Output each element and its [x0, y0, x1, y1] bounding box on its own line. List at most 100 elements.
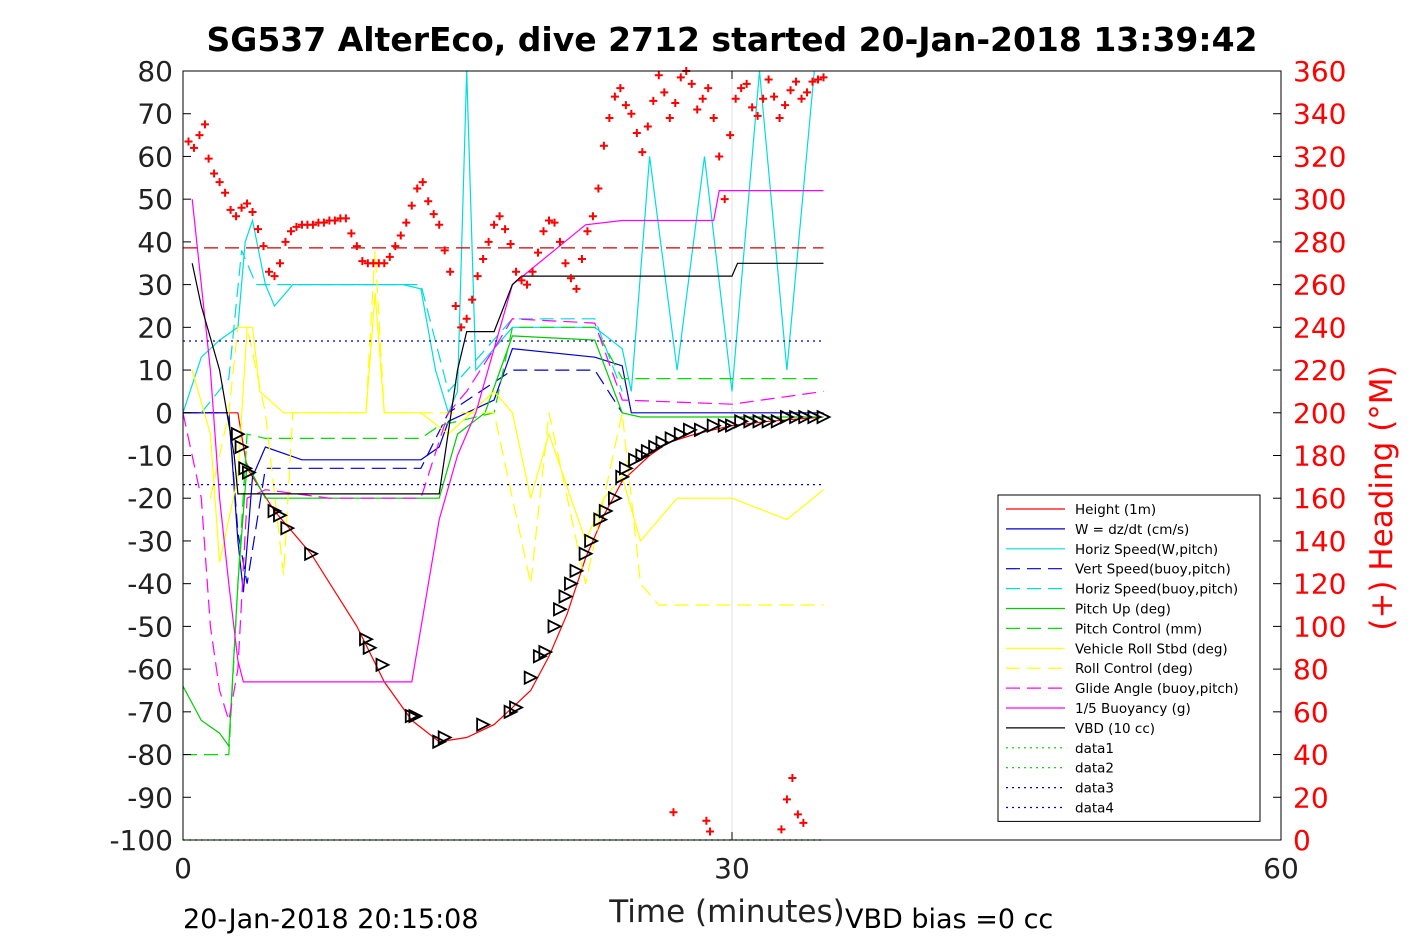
heading-marker — [451, 301, 460, 310]
heading-marker — [435, 220, 444, 229]
right-tick-label: 240 — [1293, 311, 1346, 344]
right-tick-label: 0 — [1293, 824, 1311, 857]
heading-marker — [720, 195, 729, 204]
heading-marker — [200, 120, 209, 129]
triangle-marker — [404, 708, 420, 724]
legend-label: data2 — [1075, 761, 1114, 777]
heading-marker — [385, 252, 394, 261]
triangle-marker — [437, 730, 453, 745]
heading-marker — [402, 218, 411, 227]
left-tick-label: 50 — [137, 183, 173, 216]
triangle-marker — [584, 533, 600, 549]
triangle-marker — [231, 426, 246, 442]
heading-marker — [391, 242, 400, 251]
triangle-marker — [648, 439, 664, 455]
right-tick-label: 340 — [1293, 98, 1346, 131]
triangle-marker — [578, 546, 594, 562]
triangle-marker — [693, 422, 709, 438]
heading-marker — [649, 96, 658, 105]
triangle-marker — [509, 700, 525, 716]
right-tick-label: 320 — [1293, 140, 1346, 173]
heading-marker — [819, 73, 828, 82]
triangle-marker — [807, 409, 823, 425]
heading-marker — [759, 94, 768, 103]
right-tick-label: 180 — [1293, 440, 1346, 473]
heading-marker — [396, 231, 405, 240]
heading-marker — [709, 113, 718, 122]
legend-label: W = dz/dt (cm/s) — [1075, 522, 1189, 538]
right-y-axis-label: (+) Heading (°M) — [1364, 365, 1400, 630]
heading-marker — [243, 199, 252, 208]
heading-marker — [534, 248, 543, 257]
left-tick-label: -70 — [127, 696, 173, 729]
triangle-marker — [304, 546, 320, 562]
heading-marker — [742, 79, 751, 88]
left-tick-label: -60 — [127, 653, 173, 686]
heading-marker — [473, 272, 482, 281]
heading-marker — [793, 810, 802, 819]
heading-marker — [616, 84, 625, 93]
heading-marker — [781, 101, 790, 110]
series-vbd-10-cc — [191, 262, 824, 495]
legend-label: Vehicle Roll Stbd (deg) — [1075, 641, 1228, 657]
legend-label: Horiz Speed(W,pitch) — [1075, 542, 1218, 558]
triangle-marker — [664, 430, 680, 446]
heading-marker — [632, 128, 641, 137]
legend-label: Height (1m) — [1075, 502, 1156, 518]
heading-marker — [189, 143, 198, 152]
left-tick-label: -30 — [127, 525, 173, 558]
heading-marker — [782, 795, 791, 804]
heading-marker — [788, 774, 797, 783]
heading-marker — [698, 94, 707, 103]
left-tick-label: -20 — [127, 482, 173, 515]
triangle-marker — [618, 460, 634, 476]
heading-marker — [775, 113, 784, 122]
heading-marker — [528, 267, 537, 276]
right-tick-label: 160 — [1293, 482, 1346, 515]
heading-marker — [638, 148, 647, 157]
triangle-marker — [607, 490, 623, 506]
triangle-marker — [280, 520, 296, 536]
triangle-marker — [598, 503, 614, 519]
heading-marker — [660, 88, 669, 97]
heading-marker — [594, 184, 603, 193]
heading-marker — [380, 259, 389, 268]
series-pitch-control-mm — [183, 326, 824, 756]
heading-marker — [770, 92, 779, 101]
heading-marker — [764, 75, 773, 84]
left-tick-label: 0 — [155, 397, 173, 430]
triangle-marker — [234, 439, 250, 455]
triangle-marker — [553, 601, 568, 617]
legend-label: Pitch Up (deg) — [1075, 602, 1171, 618]
heading-marker — [352, 242, 361, 251]
heading-marker — [572, 284, 581, 293]
triangle-marker — [547, 618, 563, 634]
right-tick-label: 200 — [1293, 397, 1346, 430]
heading-marker — [706, 827, 715, 836]
left-tick-label: -100 — [109, 824, 173, 857]
right-y-axis: 3603403203002802602402202001801601401201… — [1293, 55, 1346, 857]
left-tick-label: 10 — [137, 354, 173, 387]
series-height-1m — [183, 412, 824, 743]
legend-label: Vert Speed(buoy,pitch) — [1075, 562, 1231, 578]
right-tick-label: 360 — [1293, 55, 1346, 88]
heading-marker — [407, 201, 416, 210]
triangle-marker — [743, 413, 759, 429]
heading-marker — [484, 237, 493, 246]
triangle-marker — [717, 418, 733, 434]
heading-marker — [204, 154, 213, 163]
triangle-marker — [780, 409, 795, 425]
x-axis-label: Time (minutes) — [608, 894, 844, 930]
heading-marker — [792, 77, 801, 86]
heading-marker — [237, 203, 246, 212]
heading-marker — [669, 808, 678, 817]
heading-marker — [184, 137, 193, 146]
heading-marker — [319, 218, 328, 227]
heading-marker — [330, 216, 339, 225]
right-tick-label: 280 — [1293, 226, 1346, 259]
triangle-marker — [683, 422, 698, 438]
chart-title: SG537 AlterEco, dive 2712 started 20-Jan… — [206, 20, 1257, 59]
heading-marker — [566, 274, 575, 283]
triangle-marker — [798, 409, 814, 425]
triangle-marker — [273, 507, 289, 523]
